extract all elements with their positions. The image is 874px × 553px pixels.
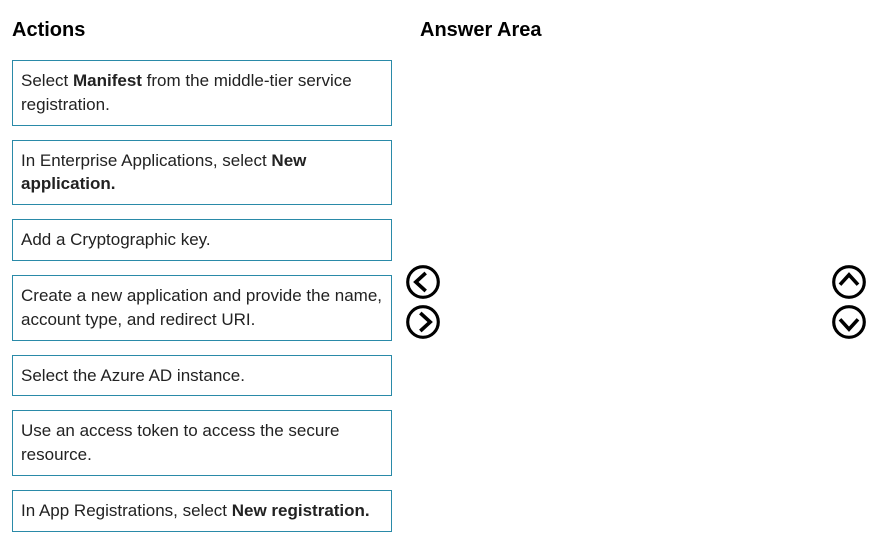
action-item-text: Add a Cryptographic key. <box>21 230 211 249</box>
action-item-text: Select <box>21 71 73 90</box>
move-left-button[interactable] <box>404 263 442 301</box>
action-item-text: In Enterprise Applications, select <box>21 151 271 170</box>
answer-heading: Answer Area <box>420 18 542 42</box>
drag-drop-container: Actions Select Manifest from the middle-… <box>12 18 862 535</box>
action-item[interactable]: In App Registrations, select New registr… <box>12 490 392 532</box>
action-item-text: Use an access token to access the secure… <box>21 421 339 464</box>
action-item[interactable]: Select the Azure AD instance. <box>12 355 392 397</box>
answer-column: Answer Area <box>420 18 542 60</box>
action-item[interactable]: Create a new application and provide the… <box>12 275 392 341</box>
move-right-button[interactable] <box>404 303 442 341</box>
action-item[interactable]: In Enterprise Applications, select New a… <box>12 140 392 206</box>
arrow-down-circle-icon <box>831 304 867 340</box>
action-item-text: In App Registrations, select <box>21 501 232 520</box>
actions-heading: Actions <box>12 18 404 42</box>
actions-column: Actions Select Manifest from the middle-… <box>12 18 404 535</box>
arrow-right-circle-icon <box>405 304 441 340</box>
action-item-text: Create a new application and provide the… <box>21 286 382 329</box>
move-horizontal-buttons <box>404 263 442 341</box>
action-item[interactable]: Add a Cryptographic key. <box>12 219 392 261</box>
action-item-text: Select the Azure AD instance. <box>21 366 245 385</box>
move-down-button[interactable] <box>830 303 868 341</box>
move-vertical-buttons <box>830 263 868 341</box>
action-item-bold-text: Manifest <box>73 71 147 90</box>
arrow-left-circle-icon <box>405 264 441 300</box>
action-item[interactable]: Select Manifest from the middle-tier ser… <box>12 60 392 126</box>
actions-list: Select Manifest from the middle-tier ser… <box>12 60 404 532</box>
action-item[interactable]: Use an access token to access the secure… <box>12 410 392 476</box>
action-item-bold-text: New registration. <box>232 501 370 520</box>
arrow-up-circle-icon <box>831 264 867 300</box>
move-up-button[interactable] <box>830 263 868 301</box>
